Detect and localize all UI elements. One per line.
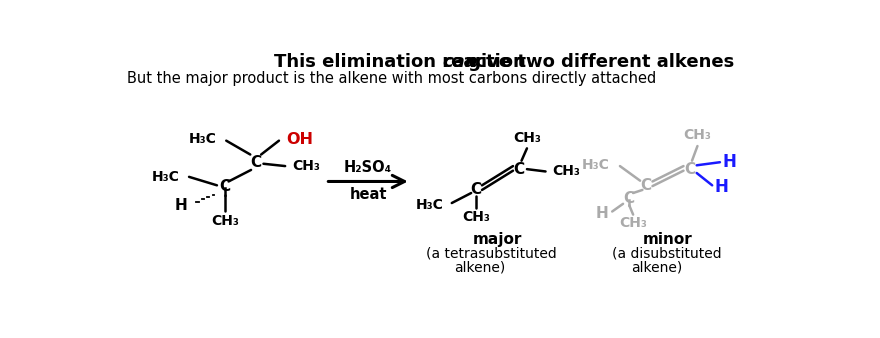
Text: H₃C: H₃C	[189, 132, 217, 146]
Text: alkene): alkene)	[454, 260, 505, 274]
Text: can: can	[443, 53, 479, 71]
Text: This elimination reaction: This elimination reaction	[274, 53, 532, 71]
Text: C: C	[470, 182, 481, 197]
Text: H₃C: H₃C	[415, 198, 444, 212]
Text: CH₃: CH₃	[684, 128, 711, 142]
Text: heat: heat	[349, 187, 387, 202]
Text: major: major	[473, 232, 522, 246]
Text: CH₃: CH₃	[620, 216, 647, 230]
Text: C: C	[684, 163, 695, 177]
Text: (a disubstituted: (a disubstituted	[612, 247, 722, 261]
Text: H₂SO₄: H₂SO₄	[344, 160, 392, 175]
Text: CH₃: CH₃	[513, 130, 541, 145]
Text: H: H	[175, 198, 187, 213]
Text: C: C	[514, 163, 524, 177]
Text: OH: OH	[287, 131, 313, 147]
Text: minor: minor	[643, 232, 693, 246]
Text: C: C	[250, 155, 261, 170]
Text: H: H	[715, 178, 729, 196]
Text: (a tetrasubstituted: (a tetrasubstituted	[426, 247, 557, 261]
Text: CH₃: CH₃	[462, 210, 490, 224]
Text: C: C	[624, 191, 634, 206]
Text: But the major product is the alkene with most carbons directly attached: But the major product is the alkene with…	[127, 71, 656, 87]
Text: give two different alkenes: give two different alkenes	[462, 53, 735, 71]
Text: CH₃: CH₃	[292, 159, 320, 173]
Text: alkene): alkene)	[631, 260, 682, 274]
Text: H₃C: H₃C	[152, 170, 180, 184]
Text: H₃C: H₃C	[582, 158, 610, 172]
Text: H: H	[722, 153, 737, 171]
Text: CH₃: CH₃	[211, 214, 238, 228]
Text: C: C	[641, 178, 652, 193]
Text: H: H	[596, 206, 608, 220]
Text: CH₃: CH₃	[552, 165, 580, 178]
Text: C: C	[219, 179, 231, 194]
